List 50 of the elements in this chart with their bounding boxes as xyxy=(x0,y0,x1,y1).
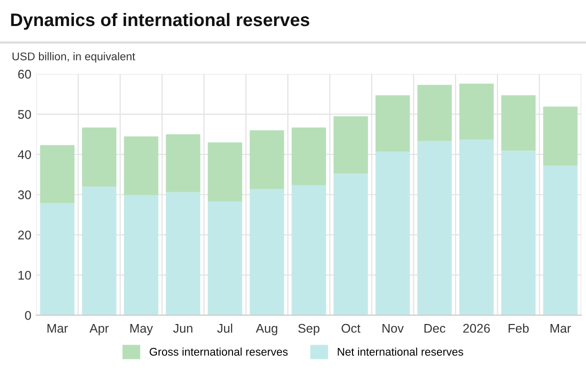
bar xyxy=(292,127,326,186)
x-tick-label: Jun xyxy=(173,324,192,333)
bar xyxy=(82,186,116,316)
y-tick-label: 20 xyxy=(18,230,31,240)
bar xyxy=(82,127,116,187)
legend-label: Gross international reserves xyxy=(150,348,288,356)
x-tick-label: Dec xyxy=(424,324,446,333)
bar xyxy=(40,145,74,204)
bar xyxy=(334,174,368,316)
x-tick-label: Sep xyxy=(298,324,320,336)
x-tick-label: Oct xyxy=(342,324,360,333)
chart-title: Dynamics of international reserves xyxy=(11,12,310,30)
bar xyxy=(375,95,410,152)
bar xyxy=(459,84,494,140)
x-tick-label: Aug xyxy=(256,324,278,336)
x-tick-label: Jul xyxy=(217,324,232,333)
x-tick-label: Mar xyxy=(550,324,571,333)
bar xyxy=(375,152,410,316)
y-tick-label: 50 xyxy=(18,110,31,119)
bar xyxy=(292,185,326,316)
bar xyxy=(40,203,74,316)
bar xyxy=(166,134,200,192)
bar xyxy=(501,95,536,151)
bar xyxy=(543,166,578,316)
bar xyxy=(459,140,494,316)
bar xyxy=(250,188,284,316)
x-tick-label: Nov xyxy=(382,324,404,333)
y-tick-label: 0 xyxy=(25,311,31,320)
bar xyxy=(250,130,284,189)
bar xyxy=(124,136,158,196)
bar xyxy=(208,201,242,316)
legend-label: Net international reserves xyxy=(338,348,464,356)
bar xyxy=(208,142,242,202)
bar xyxy=(166,192,200,316)
y-tick-label: 10 xyxy=(18,270,31,280)
y-tick-label: 30 xyxy=(18,190,31,200)
bar xyxy=(417,141,452,316)
x-tick-label: Apr xyxy=(90,324,109,336)
y-tick-label: 60 xyxy=(18,70,31,79)
bar xyxy=(543,106,578,166)
bar xyxy=(334,116,368,174)
x-tick-label: Feb xyxy=(508,324,529,333)
x-tick-label: 2026 xyxy=(463,324,490,333)
x-tick-label: Mar xyxy=(48,324,68,333)
x-tick-label: May xyxy=(130,324,153,336)
bar xyxy=(417,84,452,142)
y-axis-title: USD billion, in equivalent xyxy=(12,52,136,63)
bar xyxy=(501,150,536,316)
y-tick-label: 40 xyxy=(18,150,31,160)
bar xyxy=(124,195,158,316)
